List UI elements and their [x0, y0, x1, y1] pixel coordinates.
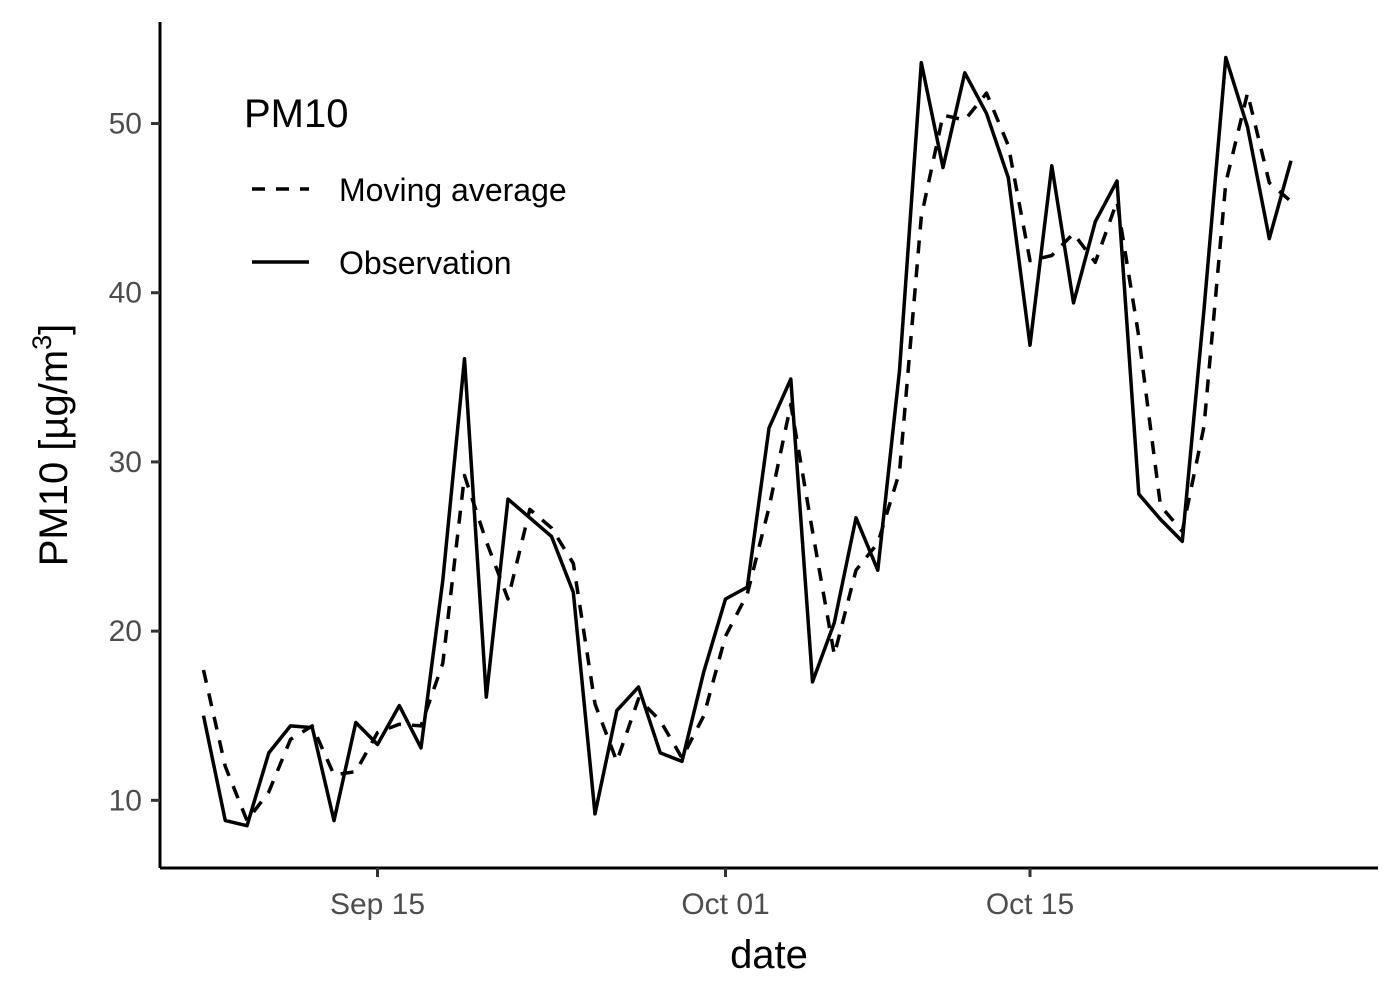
y-axis-title-close: ]: [32, 324, 76, 335]
series-layer: [201, 55, 1293, 828]
y-axis-title-main: PM10 [µg/m: [32, 350, 76, 566]
y-tick-label: 20: [109, 615, 142, 648]
y-tick-label: 50: [109, 108, 142, 141]
x-tick-label: Oct 15: [986, 888, 1074, 921]
y-axis-title: PM10 [µg/m3]: [27, 324, 76, 567]
legend-title: PM10: [244, 92, 349, 136]
series-line-moving-average: [201, 91, 1293, 823]
y-tick-label: 30: [109, 446, 142, 479]
y-tick-label: 10: [109, 784, 142, 817]
y-axis-ticks: 10 20 30 40 50: [109, 108, 160, 817]
x-axis-ticks: Sep 15 Oct 01 Oct 15: [330, 868, 1074, 921]
x-axis-title: date: [730, 933, 808, 977]
y-tick-label: 40: [109, 277, 142, 310]
x-tick-label: Oct 01: [681, 888, 769, 921]
x-tick-label: Sep 15: [330, 888, 425, 921]
legend-label-observation: Observation: [339, 245, 512, 281]
legend: PM10 Moving average Observation: [244, 92, 567, 281]
legend-label-moving-average: Moving average: [339, 172, 567, 208]
y-axis-title-superscript: 3: [27, 335, 57, 350]
